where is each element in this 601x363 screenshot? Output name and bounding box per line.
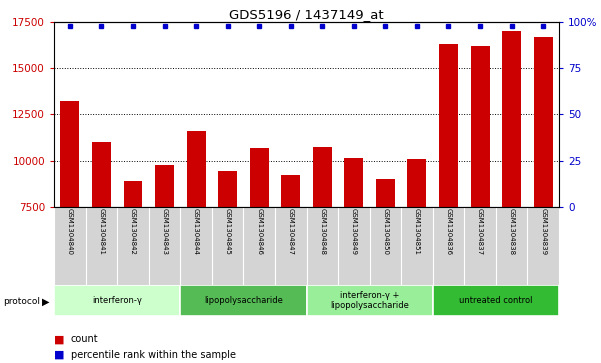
Text: GSM1304836: GSM1304836 — [445, 208, 451, 256]
Bar — [376, 179, 395, 207]
Text: interferon-γ: interferon-γ — [93, 296, 142, 305]
Text: GSM1304837: GSM1304837 — [477, 208, 483, 256]
Text: ■: ■ — [54, 350, 64, 360]
Text: GSM1304845: GSM1304845 — [225, 208, 231, 255]
Text: count: count — [71, 334, 99, 344]
Bar — [92, 142, 111, 207]
Text: GSM1304847: GSM1304847 — [288, 208, 294, 256]
Text: GSM1304848: GSM1304848 — [319, 208, 325, 256]
Text: GSM1304838: GSM1304838 — [508, 208, 514, 256]
Bar — [124, 181, 142, 207]
Text: GSM1304844: GSM1304844 — [193, 208, 199, 255]
Text: GSM1304840: GSM1304840 — [67, 208, 73, 256]
Text: percentile rank within the sample: percentile rank within the sample — [71, 350, 236, 360]
Bar — [344, 158, 363, 207]
Text: GSM1304839: GSM1304839 — [540, 208, 546, 256]
Text: protocol: protocol — [3, 297, 40, 306]
Title: GDS5196 / 1437149_at: GDS5196 / 1437149_at — [229, 8, 384, 21]
Text: ▶: ▶ — [42, 296, 49, 306]
Text: interferon-γ +
lipopolysaccharide: interferon-γ + lipopolysaccharide — [330, 291, 409, 310]
Bar — [180, 285, 307, 316]
Bar — [250, 148, 269, 207]
Bar — [471, 46, 489, 207]
Bar — [433, 285, 559, 316]
Text: ■: ■ — [54, 334, 64, 344]
Bar — [155, 165, 174, 207]
Bar — [186, 131, 206, 207]
Bar — [54, 285, 180, 316]
Bar — [281, 175, 300, 207]
Bar — [307, 285, 433, 316]
Text: GSM1304846: GSM1304846 — [256, 208, 262, 256]
Text: GSM1304842: GSM1304842 — [130, 208, 136, 255]
Text: lipopolysaccharide: lipopolysaccharide — [204, 296, 283, 305]
Bar — [407, 159, 427, 207]
Text: GSM1304841: GSM1304841 — [99, 208, 105, 256]
Text: GSM1304851: GSM1304851 — [414, 208, 420, 256]
Bar — [439, 44, 458, 207]
Text: GSM1304850: GSM1304850 — [382, 208, 388, 256]
Text: GSM1304843: GSM1304843 — [162, 208, 168, 256]
Text: untreated control: untreated control — [459, 296, 532, 305]
Bar — [60, 101, 79, 207]
Bar — [502, 31, 521, 207]
Bar — [218, 171, 237, 207]
Bar — [534, 37, 553, 207]
Text: GSM1304849: GSM1304849 — [351, 208, 357, 256]
Bar — [313, 147, 332, 207]
